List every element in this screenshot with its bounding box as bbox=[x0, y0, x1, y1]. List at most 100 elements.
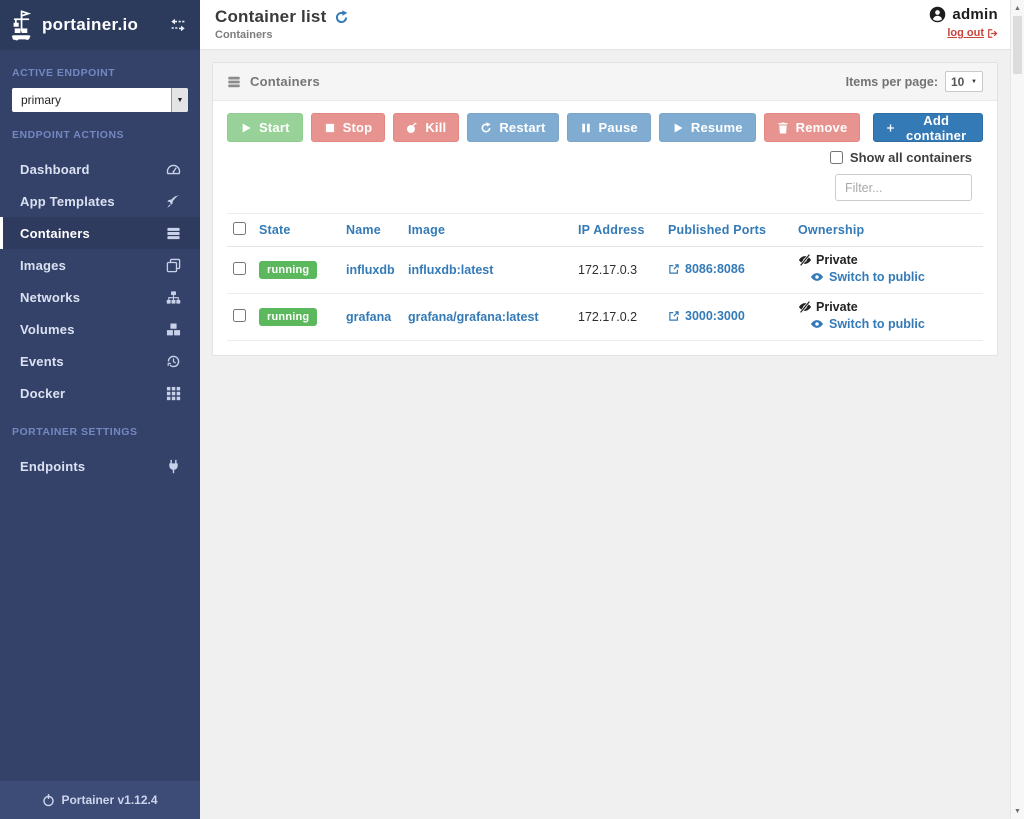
row-checkbox[interactable] bbox=[233, 309, 246, 322]
kill-button[interactable]: Kill bbox=[393, 113, 460, 142]
switch-to-public-link[interactable]: Switch to public bbox=[810, 270, 925, 284]
container-actions: Start Stop bbox=[227, 113, 983, 143]
plug-icon bbox=[166, 459, 181, 474]
vertical-scrollbar[interactable]: ▲ ▼ bbox=[1010, 0, 1024, 819]
sidebar-item-endpoints[interactable]: Endpoints bbox=[0, 450, 200, 482]
refresh-icon[interactable] bbox=[334, 9, 349, 25]
sidebar-item-app-templates[interactable]: App Templates bbox=[0, 185, 200, 217]
sign-out-icon bbox=[987, 28, 998, 39]
chevron-down-icon: ▼ bbox=[971, 78, 977, 85]
filter-input[interactable] bbox=[835, 174, 972, 201]
sidebar-item-networks[interactable]: Networks bbox=[0, 281, 200, 313]
ownership-private: Private bbox=[798, 300, 858, 314]
sidebar-item-events[interactable]: Events bbox=[0, 345, 200, 377]
eye-icon bbox=[810, 270, 824, 284]
select-all-checkbox[interactable] bbox=[233, 222, 246, 235]
portainer-logo-icon bbox=[10, 9, 40, 41]
eye-slash-icon bbox=[798, 253, 812, 267]
eye-icon bbox=[810, 317, 824, 331]
panel-body: Start Stop bbox=[213, 101, 997, 355]
container-name-link[interactable]: grafana bbox=[346, 310, 392, 324]
pause-icon bbox=[580, 122, 592, 134]
plus-icon bbox=[886, 122, 895, 134]
col-image[interactable]: Image bbox=[402, 213, 572, 247]
user-block: admin log out bbox=[929, 0, 1024, 49]
items-per-page-select[interactable]: 10 ▼ bbox=[945, 71, 983, 92]
scrollbar-down-arrow[interactable]: ▼ bbox=[1014, 807, 1021, 815]
col-name[interactable]: Name bbox=[340, 213, 402, 247]
username-label: admin bbox=[952, 6, 998, 23]
sidebar-item-volumes[interactable]: Volumes bbox=[0, 313, 200, 345]
published-port-link[interactable]: 8086:8086 bbox=[668, 262, 745, 276]
panel-title: Containers bbox=[227, 74, 320, 89]
sidebar-item-dashboard[interactable]: Dashboard bbox=[0, 153, 200, 185]
portainer-settings-label: PORTAINER SETTINGS bbox=[12, 426, 138, 438]
page-header: Container list Containers bbox=[200, 0, 1024, 50]
switch-to-public-link[interactable]: Switch to public bbox=[810, 317, 925, 331]
history-icon bbox=[166, 354, 181, 369]
container-name-link[interactable]: influxdb bbox=[346, 263, 395, 277]
play-icon bbox=[672, 122, 684, 134]
sidebar-settings-nav: Endpoints bbox=[0, 450, 200, 482]
sidebar-item-images[interactable]: Images bbox=[0, 249, 200, 281]
endpoint-select[interactable]: primary ▼ bbox=[12, 88, 188, 112]
endpoint-actions-label: ENDPOINT ACTIONS bbox=[12, 129, 125, 141]
content: Containers Items per page: 10 ▼ bbox=[200, 50, 1024, 819]
items-per-page-label: Items per page: bbox=[845, 74, 938, 89]
image-link[interactable]: grafana/grafana:latest bbox=[408, 310, 539, 324]
col-published-ports[interactable]: Published Ports bbox=[662, 213, 792, 247]
bomb-icon bbox=[406, 121, 418, 134]
pause-button[interactable]: Pause bbox=[566, 113, 651, 142]
scrollbar-thumb[interactable] bbox=[1013, 16, 1022, 74]
sidebar-item-docker[interactable]: Docker bbox=[0, 377, 200, 409]
title-block: Container list Containers bbox=[200, 0, 349, 49]
col-state[interactable]: State bbox=[253, 213, 340, 247]
col-ip-address[interactable]: IP Address bbox=[572, 213, 662, 247]
containers-table: State Name Image IP Address Published Po… bbox=[227, 213, 983, 341]
restart-icon bbox=[480, 121, 492, 134]
ownership-private: Private bbox=[798, 253, 858, 267]
active-endpoint-label: ACTIVE ENDPOINT bbox=[12, 67, 116, 79]
scrollbar-up-arrow[interactable]: ▲ bbox=[1014, 4, 1021, 12]
containers-panel: Containers Items per page: 10 ▼ bbox=[212, 62, 998, 356]
stop-button[interactable]: Stop bbox=[310, 113, 386, 142]
start-button[interactable]: Start bbox=[227, 113, 303, 142]
sidebar-header: portainer.io bbox=[0, 0, 200, 50]
table-row: running grafana grafana/grafana:latest 1… bbox=[227, 293, 983, 341]
table-header-row: State Name Image IP Address Published Po… bbox=[227, 213, 983, 247]
remove-button[interactable]: Remove bbox=[763, 113, 861, 142]
image-link[interactable]: influxdb:latest bbox=[408, 263, 494, 277]
rocket-icon bbox=[166, 194, 181, 209]
external-link-icon bbox=[668, 310, 680, 322]
server-icon bbox=[166, 226, 181, 241]
portainer-mark-icon bbox=[42, 793, 55, 807]
stop-icon bbox=[324, 122, 336, 134]
external-link-icon bbox=[668, 263, 680, 275]
endpoint-select-value: primary bbox=[21, 93, 62, 107]
sitemap-icon bbox=[166, 290, 181, 305]
eye-slash-icon bbox=[798, 300, 812, 314]
logout-link[interactable]: log out bbox=[947, 27, 998, 39]
page-title: Container list bbox=[215, 7, 327, 26]
col-ownership[interactable]: Ownership bbox=[792, 213, 983, 247]
ip-address: 172.17.0.2 bbox=[578, 310, 638, 324]
published-port-link[interactable]: 3000:3000 bbox=[668, 309, 745, 323]
sidebar-item-containers[interactable]: Containers bbox=[0, 217, 200, 249]
show-all-containers-toggle[interactable]: Show all containers bbox=[829, 150, 972, 165]
trash-icon bbox=[777, 122, 789, 134]
row-checkbox[interactable] bbox=[233, 262, 246, 275]
status-badge: running bbox=[259, 308, 318, 326]
user-icon bbox=[929, 6, 946, 23]
grid-icon bbox=[166, 386, 181, 401]
collapse-sidebar-icon[interactable] bbox=[170, 17, 186, 33]
resume-button[interactable]: Resume bbox=[658, 113, 756, 142]
show-all-checkbox[interactable] bbox=[829, 151, 843, 164]
panel-header: Containers Items per page: 10 ▼ bbox=[213, 63, 997, 101]
sidebar: portainer.io ACTIVE ENDPOINT primary ▼ E… bbox=[0, 0, 200, 819]
main-area: Container list Containers bbox=[200, 0, 1024, 819]
restart-button[interactable]: Restart bbox=[467, 113, 559, 142]
server-icon bbox=[227, 75, 241, 89]
add-container-button[interactable]: Add container bbox=[873, 113, 983, 143]
sidebar-nav: Dashboard App Templates bbox=[0, 153, 200, 409]
